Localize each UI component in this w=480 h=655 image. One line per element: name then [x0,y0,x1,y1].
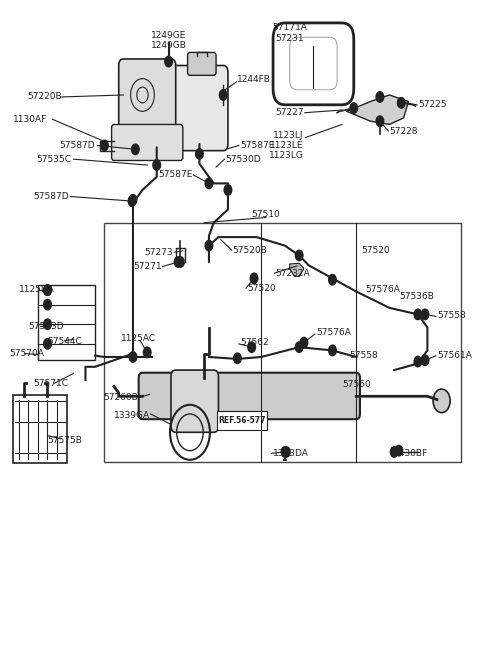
Circle shape [132,144,139,155]
Text: 1125AC: 1125AC [121,334,156,343]
Text: 57570A: 57570A [10,349,44,358]
Text: 1339GA: 1339GA [113,411,150,420]
Circle shape [329,345,336,356]
Circle shape [350,103,358,113]
Text: 57587D: 57587D [33,192,69,201]
Bar [38,285,95,360]
Circle shape [165,56,172,67]
Text: 57561A: 57561A [437,351,472,360]
Circle shape [295,342,303,352]
FancyBboxPatch shape [111,124,183,160]
Circle shape [129,195,137,205]
FancyBboxPatch shape [188,52,216,75]
Circle shape [219,90,227,100]
Circle shape [397,98,405,108]
Circle shape [433,389,450,413]
Circle shape [128,196,136,206]
Circle shape [177,257,184,267]
Circle shape [390,447,398,457]
Circle shape [224,185,232,195]
Text: 57587E: 57587E [240,141,274,150]
Text: 57232A: 57232A [276,269,310,278]
Text: 57530D: 57530D [226,155,261,164]
Text: 57273: 57273 [144,248,173,257]
Text: 57575B: 57575B [48,436,83,445]
Text: 57576A: 57576A [316,328,351,337]
Text: 57227: 57227 [276,108,304,117]
Circle shape [144,347,151,358]
Text: 1313DA: 1313DA [273,449,309,458]
Circle shape [395,445,403,456]
Circle shape [376,116,384,126]
Text: 57576A: 57576A [366,285,400,294]
Text: 57220B: 57220B [27,92,62,102]
Circle shape [174,257,182,267]
Circle shape [129,352,137,362]
Text: 57535C: 57535C [36,155,71,164]
Text: 57225: 57225 [418,100,446,109]
Text: 57558: 57558 [349,351,378,360]
FancyBboxPatch shape [119,59,176,138]
FancyBboxPatch shape [139,373,360,419]
Text: 57260B: 57260B [103,393,138,402]
FancyBboxPatch shape [289,37,337,90]
Bar [105,223,461,462]
Circle shape [421,309,429,320]
Text: 1130AF: 1130AF [13,115,48,124]
FancyBboxPatch shape [171,370,218,432]
Circle shape [153,160,160,170]
Circle shape [376,92,384,102]
Text: 57171A
57231: 57171A 57231 [272,23,307,43]
Text: 57271: 57271 [133,262,161,271]
Circle shape [44,339,51,349]
Circle shape [205,178,213,189]
Circle shape [205,240,213,251]
Circle shape [295,250,303,261]
Circle shape [250,273,258,284]
Text: 1244FB: 1244FB [238,75,271,84]
Circle shape [234,353,241,364]
Circle shape [283,447,290,457]
FancyBboxPatch shape [217,411,267,430]
Text: 57571C: 57571C [33,379,68,388]
Text: 57536B: 57536B [399,292,434,301]
Text: 1125DA: 1125DA [19,285,55,294]
Circle shape [44,285,51,295]
Text: 57520B: 57520B [233,246,267,255]
Text: REF.56-577: REF.56-577 [218,416,266,425]
Circle shape [44,319,51,329]
Circle shape [300,337,308,348]
FancyBboxPatch shape [273,23,354,105]
Text: 57573D: 57573D [28,322,64,331]
Circle shape [281,447,289,457]
Circle shape [101,140,108,151]
Text: 57560: 57560 [342,380,371,389]
Circle shape [248,342,255,352]
FancyBboxPatch shape [13,395,67,463]
Text: 57558: 57558 [437,311,466,320]
Polygon shape [347,95,408,124]
Text: 1249GE
1249GB: 1249GE 1249GB [151,31,187,50]
Circle shape [196,149,203,159]
FancyBboxPatch shape [171,66,228,151]
Text: 1123LJ
1123LE
1123LG: 1123LJ 1123LE 1123LG [269,130,304,160]
Circle shape [414,309,422,320]
Polygon shape [289,263,304,276]
Text: 57587E: 57587E [158,170,192,179]
Circle shape [414,356,422,367]
Circle shape [421,355,429,365]
Text: 57228: 57228 [389,126,418,136]
Text: 57520: 57520 [247,284,276,293]
Text: 1430BF: 1430BF [394,449,428,458]
Text: 57562: 57562 [240,338,268,347]
Text: 57544C: 57544C [48,337,82,346]
Circle shape [44,299,51,310]
Text: 57587D: 57587D [60,141,95,150]
Circle shape [329,274,336,285]
Text: 57510: 57510 [252,210,280,219]
Circle shape [44,285,51,295]
Text: 57520: 57520 [361,246,390,255]
